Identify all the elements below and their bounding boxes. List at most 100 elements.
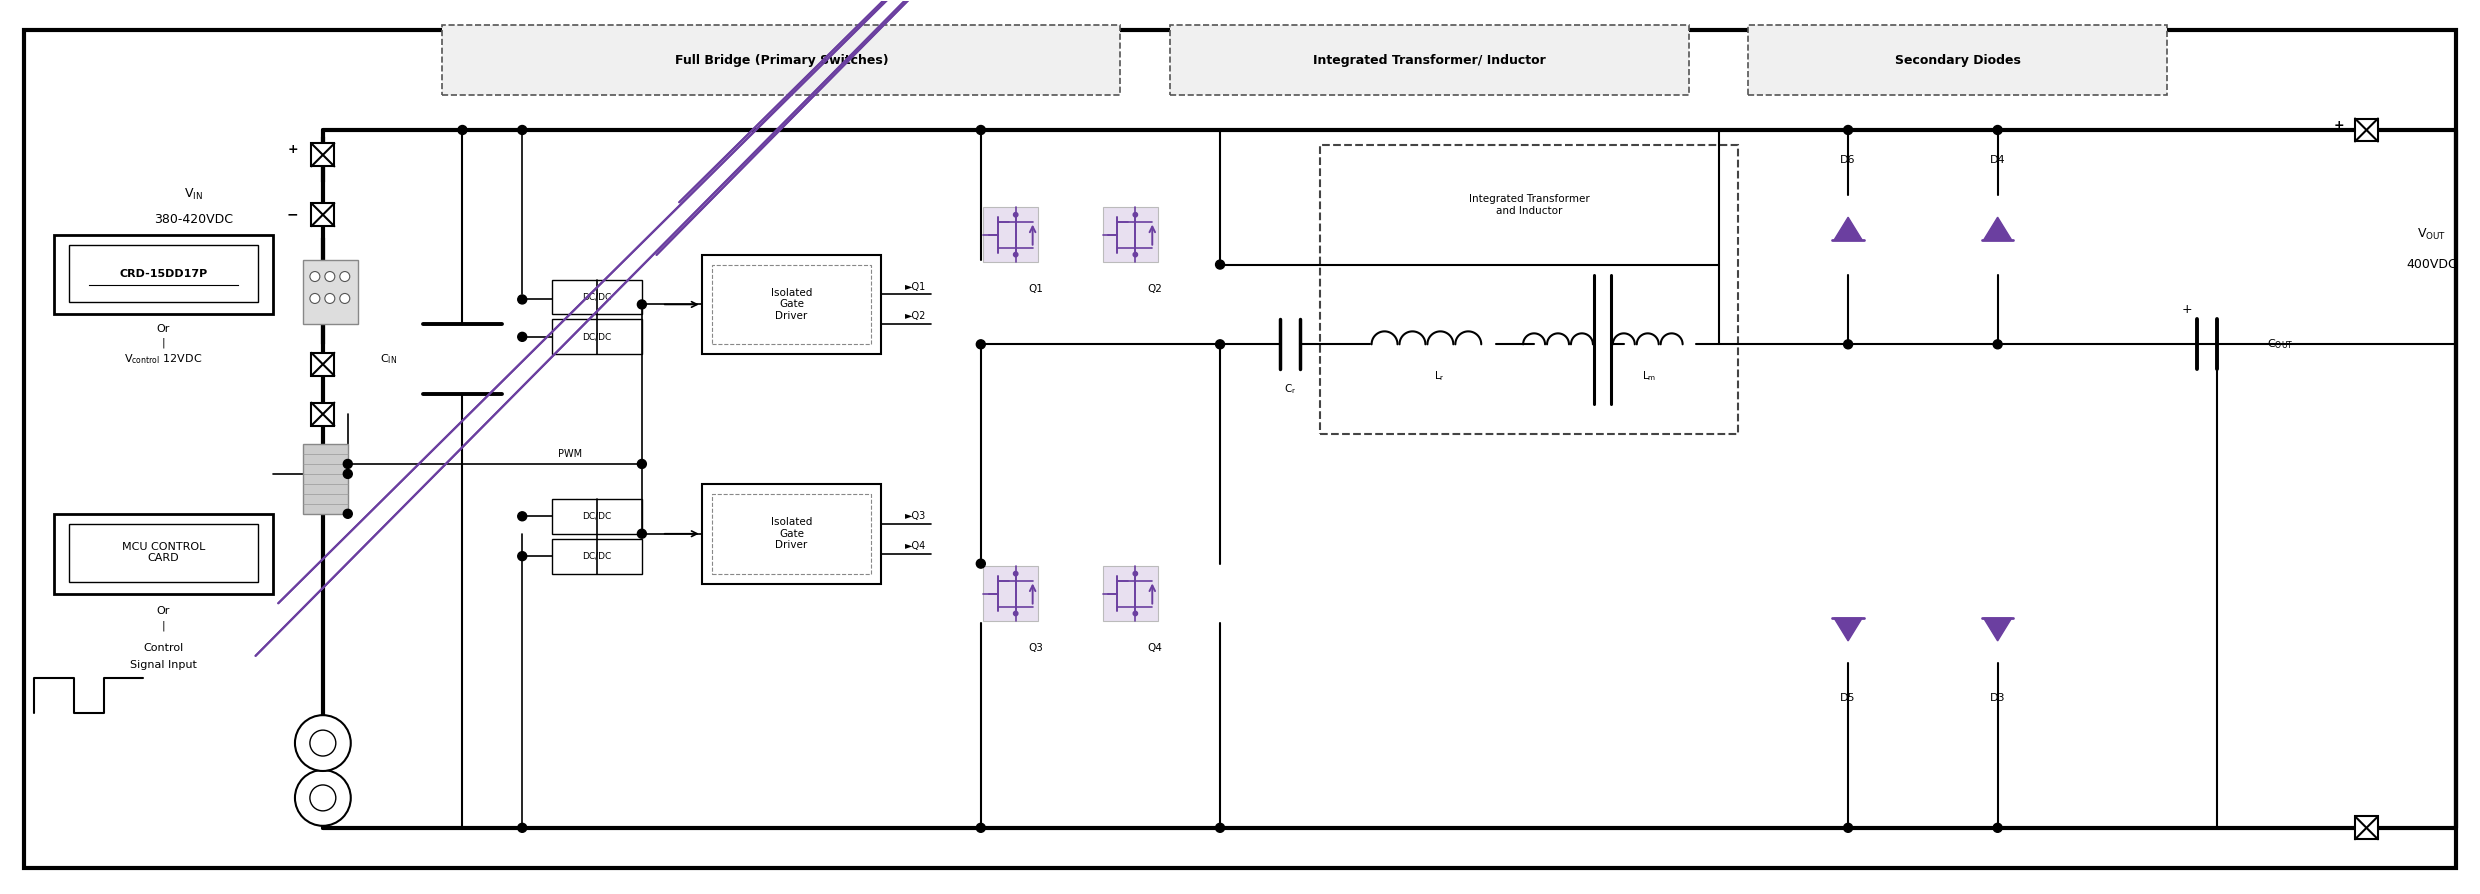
Circle shape	[310, 785, 335, 811]
Text: Q1: Q1	[1029, 284, 1044, 294]
Text: |: |	[161, 337, 166, 348]
Text: DC/DC: DC/DC	[583, 292, 613, 301]
Circle shape	[518, 823, 526, 832]
Circle shape	[1133, 571, 1138, 576]
FancyBboxPatch shape	[712, 493, 870, 574]
FancyBboxPatch shape	[1748, 25, 2168, 95]
Circle shape	[977, 823, 985, 832]
Text: $\mathregular{L_m}$: $\mathregular{L_m}$	[1642, 369, 1657, 384]
FancyBboxPatch shape	[1104, 207, 1158, 262]
FancyBboxPatch shape	[982, 566, 1039, 621]
Text: $\mathregular{V_{IN}}$: $\mathregular{V_{IN}}$	[184, 187, 203, 202]
Circle shape	[1133, 252, 1138, 257]
Text: PWM: PWM	[558, 449, 583, 459]
Text: Signal Input: Signal Input	[129, 661, 196, 670]
Text: Integrated Transformer
and Inductor: Integrated Transformer and Inductor	[1468, 194, 1590, 215]
Circle shape	[1843, 340, 1853, 349]
FancyBboxPatch shape	[1171, 25, 1689, 95]
Circle shape	[518, 125, 526, 134]
Text: |: |	[161, 620, 166, 630]
FancyBboxPatch shape	[312, 203, 335, 226]
Text: Isolated
Gate
Driver: Isolated Gate Driver	[771, 517, 811, 551]
FancyBboxPatch shape	[2356, 119, 2378, 141]
Circle shape	[340, 272, 350, 282]
Text: Q2: Q2	[1148, 284, 1163, 294]
Text: Integrated Transformer/ Inductor: Integrated Transformer/ Inductor	[1312, 54, 1545, 67]
Text: Secondary Diodes: Secondary Diodes	[1895, 54, 2021, 67]
Text: −: −	[285, 207, 298, 222]
Circle shape	[1843, 125, 1853, 134]
Text: Full Bridge (Primary Switches): Full Bridge (Primary Switches)	[675, 54, 888, 67]
Circle shape	[310, 293, 320, 303]
Circle shape	[977, 125, 985, 134]
Circle shape	[637, 529, 647, 538]
Text: $\mathregular{L_r}$: $\mathregular{L_r}$	[1433, 369, 1446, 384]
FancyBboxPatch shape	[712, 265, 870, 344]
FancyBboxPatch shape	[69, 524, 258, 582]
Text: DC/DC: DC/DC	[583, 333, 613, 342]
Polygon shape	[1835, 619, 1862, 641]
Circle shape	[342, 510, 352, 519]
Text: 400VDC: 400VDC	[2406, 258, 2458, 271]
FancyBboxPatch shape	[1104, 566, 1158, 621]
Text: CRD-15DD17P: CRD-15DD17P	[119, 268, 208, 279]
Text: 380-420VDC: 380-420VDC	[154, 213, 233, 226]
FancyBboxPatch shape	[25, 30, 2455, 868]
Polygon shape	[1835, 217, 1862, 240]
FancyBboxPatch shape	[69, 245, 258, 302]
FancyBboxPatch shape	[553, 280, 642, 315]
Circle shape	[1014, 571, 1017, 576]
Text: ►Q4: ►Q4	[905, 541, 928, 551]
Circle shape	[1014, 611, 1017, 616]
FancyBboxPatch shape	[553, 539, 642, 574]
Circle shape	[637, 460, 647, 468]
Circle shape	[518, 295, 526, 304]
Text: $\mathregular{V_{control}}$ 12VDC: $\mathregular{V_{control}}$ 12VDC	[124, 352, 203, 367]
Text: MCU CONTROL
CARD: MCU CONTROL CARD	[122, 542, 206, 563]
Circle shape	[637, 300, 647, 309]
Circle shape	[342, 469, 352, 478]
FancyBboxPatch shape	[312, 143, 335, 166]
FancyBboxPatch shape	[982, 207, 1039, 262]
Circle shape	[977, 340, 985, 349]
Text: +: +	[2334, 119, 2344, 131]
FancyBboxPatch shape	[55, 234, 273, 315]
Text: $\mathregular{C_r}$: $\mathregular{C_r}$	[1285, 383, 1297, 396]
Text: D5: D5	[1840, 693, 1855, 704]
Text: Control: Control	[144, 644, 184, 654]
Circle shape	[977, 559, 985, 568]
Circle shape	[1994, 125, 2001, 134]
Text: $\mathregular{C_{OUT}}$: $\mathregular{C_{OUT}}$	[2267, 337, 2294, 351]
Text: DC/DC: DC/DC	[583, 511, 613, 521]
Text: D6: D6	[1840, 155, 1855, 164]
FancyBboxPatch shape	[553, 499, 642, 534]
Circle shape	[1215, 340, 1225, 349]
Circle shape	[1994, 340, 2001, 349]
Text: D4: D4	[1989, 155, 2006, 164]
Text: DC/DC: DC/DC	[583, 552, 613, 561]
Circle shape	[295, 770, 350, 826]
Text: Or: Or	[156, 606, 171, 617]
FancyBboxPatch shape	[312, 402, 335, 426]
Circle shape	[342, 460, 352, 468]
Polygon shape	[1984, 619, 2011, 641]
Polygon shape	[1984, 217, 2011, 240]
Circle shape	[310, 730, 335, 756]
Text: ►Q1: ►Q1	[905, 282, 928, 291]
Circle shape	[1014, 252, 1017, 257]
Circle shape	[1133, 611, 1138, 616]
Circle shape	[1215, 823, 1225, 832]
Text: D3: D3	[1989, 693, 2006, 704]
Circle shape	[1133, 213, 1138, 217]
Text: ►Q3: ►Q3	[905, 510, 928, 521]
Circle shape	[295, 715, 350, 771]
Circle shape	[1014, 213, 1017, 217]
FancyBboxPatch shape	[441, 25, 1121, 95]
Circle shape	[1215, 260, 1225, 269]
Text: Isolated
Gate
Driver: Isolated Gate Driver	[771, 288, 811, 321]
Text: Q3: Q3	[1029, 644, 1044, 654]
Circle shape	[518, 552, 526, 561]
Circle shape	[340, 293, 350, 303]
Text: $\mathregular{V_{OUT}}$: $\mathregular{V_{OUT}}$	[2416, 227, 2445, 242]
Circle shape	[325, 293, 335, 303]
